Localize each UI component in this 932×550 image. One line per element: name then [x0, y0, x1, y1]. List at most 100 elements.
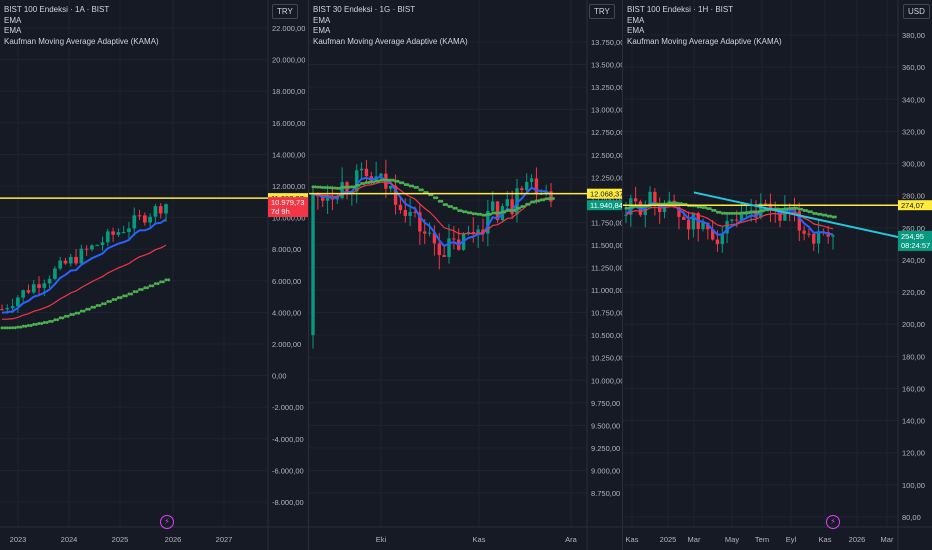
kama-dot	[462, 210, 466, 214]
kama-dot	[486, 212, 490, 216]
kama-dot	[452, 206, 456, 210]
candle	[127, 228, 131, 233]
chart-canvas-3[interactable]: 380,00 360,00 340,00 320,00 300,00 280,00 260,…	[623, 0, 932, 550]
kama-dot	[311, 185, 315, 189]
y-tick-label: 12.500,00	[591, 151, 622, 160]
kama-dot	[530, 200, 534, 204]
kama-dot	[355, 183, 359, 187]
y-tick-label: -6.000,00	[272, 466, 304, 475]
kama-dot	[321, 186, 325, 190]
indicator-kama[interactable]: Kaufman Moving Average Adaptive (KAMA)	[313, 36, 468, 46]
kama-dot	[148, 284, 152, 288]
indicator-ema-2[interactable]: EMA	[4, 26, 22, 35]
candle	[525, 181, 529, 191]
candle	[682, 216, 686, 220]
candle	[95, 245, 100, 247]
candle	[21, 290, 26, 298]
kama-dot	[469, 211, 473, 215]
chart-pane-1[interactable]: 22.000,00 20.000,00 18.000,00 16.000,00 14.0…	[0, 0, 308, 550]
candle	[797, 211, 801, 231]
chart-pane-3[interactable]: 380,00 360,00 340,00 320,00 300,00 280,00 260,…	[623, 0, 932, 550]
y-tick-label: 280,00	[902, 192, 925, 201]
y-tick-label: 2.000,00	[272, 340, 301, 349]
chart-pane-2[interactable]: 13.750,00 13.500,00 13.250,00 13.000,00 12.7…	[309, 0, 622, 550]
kama-dot	[520, 204, 524, 208]
lightning-icon[interactable]: ⚡	[826, 515, 840, 529]
candle	[325, 196, 330, 201]
candle	[807, 233, 811, 235]
chart-title[interactable]: BIST 100 Endeksi · 1H · BIST	[627, 5, 734, 14]
lightning-icon[interactable]: ⚡	[160, 515, 174, 529]
y-tick-label: 9.250,00	[591, 444, 620, 453]
kama-dot	[103, 302, 107, 306]
candle	[432, 232, 437, 244]
candle	[311, 194, 315, 336]
price-label-bg	[587, 188, 622, 199]
kama-dot	[316, 185, 320, 189]
candle	[534, 178, 539, 195]
kama-dot	[474, 212, 478, 216]
kama-dot	[790, 206, 794, 210]
indicator-ema-1[interactable]: EMA	[313, 15, 331, 25]
y-tick-label: 10.000,00	[591, 376, 622, 385]
kama-dot	[701, 206, 705, 210]
chart-canvas-1[interactable]: 22.000,00 20.000,00 18.000,00 16.000,00 14.0…	[0, 0, 308, 550]
pane-divider[interactable]	[308, 0, 309, 550]
candle	[768, 203, 773, 210]
kama-dot	[377, 179, 381, 183]
candle	[549, 191, 553, 202]
kama-dot	[744, 211, 748, 215]
kama-dot	[95, 304, 99, 308]
x-tick-label: 2026	[849, 535, 866, 544]
kama-dot	[464, 210, 468, 214]
x-tick-label: Ara	[565, 535, 578, 544]
kama-dot	[802, 209, 806, 213]
candle	[37, 284, 41, 288]
kama-dot	[797, 207, 801, 211]
price-label: 12.068,37	[590, 190, 622, 199]
chart-title[interactable]: BIST 100 Endeksi · 1A · BIST	[4, 5, 110, 14]
kama-dot	[145, 286, 149, 290]
candle	[816, 231, 821, 244]
kama-dot	[85, 307, 89, 311]
kama-dot	[718, 210, 722, 214]
kama-dot	[32, 322, 36, 326]
candle	[398, 204, 403, 211]
kama-dot	[420, 188, 424, 192]
candle	[79, 248, 84, 264]
y-tick-label: 11.000,00	[591, 286, 622, 295]
kama-dot	[384, 178, 388, 182]
candle	[520, 188, 524, 191]
x-tick-label: Kas	[626, 535, 639, 544]
indicator-ema-2[interactable]: EMA	[627, 26, 645, 35]
indicator-ema-1[interactable]: EMA	[4, 15, 22, 25]
x-tick-label: Kas	[473, 535, 486, 544]
price-label-bg	[268, 197, 308, 218]
currency-button[interactable]: TRY	[272, 4, 298, 19]
x-tick-label: Eyl	[786, 535, 797, 544]
kama-dot	[821, 213, 825, 217]
kama-dot	[16, 325, 20, 329]
chart-title[interactable]: BIST 30 Endeksi · 1G · BIST	[313, 5, 416, 14]
candle	[90, 245, 94, 250]
chart-canvas-2[interactable]: 13.750,00 13.500,00 13.250,00 13.000,00 12.7…	[309, 0, 622, 550]
kama-dot	[5, 326, 9, 330]
indicator-ema-1[interactable]: EMA	[627, 15, 645, 25]
indicator-kama[interactable]: Kaufman Moving Average Adaptive (KAMA)	[4, 36, 159, 46]
currency-button[interactable]: USD	[903, 4, 930, 19]
kama-dot	[156, 282, 160, 286]
candle	[510, 199, 514, 215]
kama-dot	[740, 211, 744, 215]
kama-dot	[491, 211, 495, 215]
indicator-kama[interactable]: Kaufman Moving Average Adaptive (KAMA)	[627, 36, 782, 46]
pane-divider[interactable]	[622, 0, 623, 550]
kama-dot	[330, 186, 334, 190]
candle	[653, 191, 657, 205]
y-tick-label: 9.000,00	[591, 466, 620, 475]
kama-dot	[3, 326, 7, 330]
currency-button[interactable]: TRY	[589, 4, 615, 19]
chart-legend-2: BIST 30 Endeksi · 1G · BIST EMA EMA Kauf…	[313, 5, 468, 47]
kama-dot	[90, 305, 94, 309]
kama-dot	[364, 181, 368, 185]
indicator-ema-2[interactable]: EMA	[313, 26, 331, 35]
